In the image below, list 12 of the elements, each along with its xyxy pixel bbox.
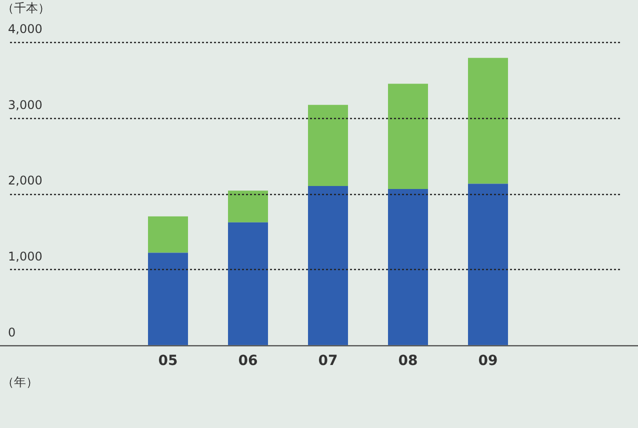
x-axis-title: （年） [2,375,38,390]
y-tick-label: 4,000 [8,22,42,36]
x-tick-label: 07 [318,353,338,370]
y-tick-label: 1,000 [8,250,42,264]
y-axis-title: （千本） [2,1,50,16]
x-tick-label: 08 [398,353,418,370]
x-tick-label: 09 [478,353,498,370]
x-tick-label: 06 [238,353,258,370]
y-tick-label: 3,000 [8,98,42,112]
y-tick-label: 0 [8,325,16,340]
x-tick-label: 05 [158,353,178,370]
y-tick-label: 2,000 [8,174,42,188]
